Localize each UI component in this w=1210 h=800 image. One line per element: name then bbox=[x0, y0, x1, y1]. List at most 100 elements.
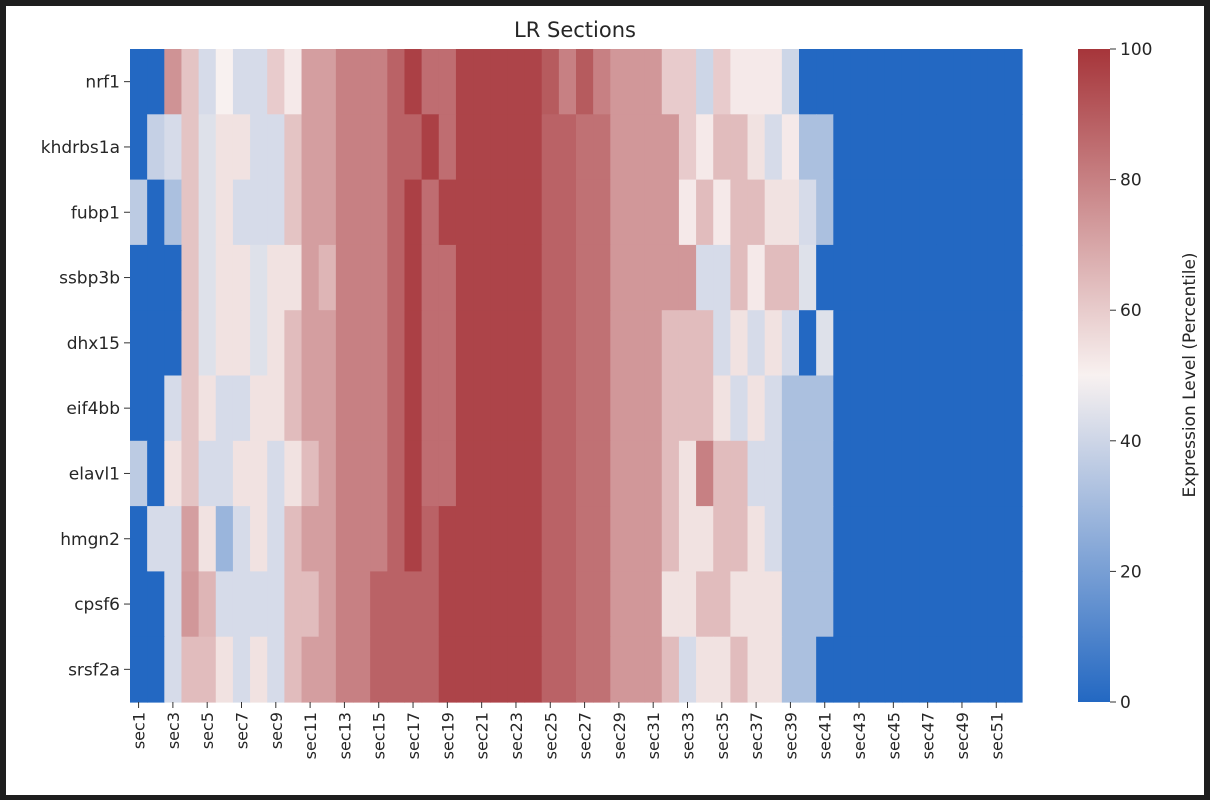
heatmap-cell bbox=[661, 571, 680, 638]
heatmap-cell bbox=[799, 571, 817, 638]
heatmap-cell bbox=[644, 440, 663, 507]
heatmap-cell bbox=[335, 179, 354, 246]
colorbar-tick-label: 20 bbox=[1120, 562, 1142, 582]
heatmap-cell bbox=[644, 179, 663, 246]
heatmap-cell bbox=[318, 244, 337, 311]
heatmap-cell bbox=[438, 114, 457, 181]
heatmap-cell bbox=[867, 310, 886, 377]
heatmap-cell bbox=[781, 114, 800, 181]
x-tick-label: sec3 bbox=[164, 712, 183, 749]
heatmap-cell bbox=[215, 244, 234, 311]
heatmap-cell bbox=[610, 310, 629, 377]
heatmap-cell bbox=[421, 440, 440, 507]
heatmap-cell bbox=[473, 636, 491, 703]
heatmap-cell bbox=[215, 506, 234, 572]
heatmap-cell bbox=[593, 636, 611, 703]
y-axis: nrf1 khdrbs1a fubp1 ssbp3b dhx15 eif4bb elavl1… bbox=[41, 73, 130, 680]
heatmap-cell bbox=[919, 114, 937, 181]
heatmap-cell bbox=[987, 179, 1006, 246]
heatmap-cell bbox=[644, 114, 663, 181]
heatmap-cell bbox=[661, 636, 680, 703]
heatmap-cell bbox=[713, 375, 731, 442]
heatmap-cell bbox=[593, 506, 611, 572]
heatmap-cell bbox=[473, 244, 491, 311]
heatmap-cell bbox=[198, 506, 217, 572]
heatmap-cell bbox=[370, 636, 388, 703]
heatmap-cell bbox=[353, 506, 371, 572]
heatmap-cell bbox=[593, 49, 611, 115]
heatmap-cell bbox=[284, 114, 303, 181]
heatmap-cell bbox=[610, 244, 629, 311]
heatmap-cell bbox=[901, 244, 920, 311]
heatmap-cell bbox=[678, 375, 697, 442]
heatmap-cell bbox=[850, 49, 869, 115]
heatmap-cell bbox=[696, 114, 714, 181]
heatmap-cell bbox=[764, 310, 783, 377]
heatmap-cell bbox=[593, 179, 611, 246]
heatmap-cell bbox=[730, 440, 749, 507]
heatmap-cell bbox=[284, 636, 303, 703]
heatmap-cell bbox=[284, 375, 303, 442]
heatmap-cell bbox=[181, 114, 200, 181]
heatmap-cell bbox=[816, 114, 834, 181]
heatmap-cell bbox=[335, 571, 354, 638]
heatmap-cell bbox=[284, 440, 303, 507]
heatmap-cell bbox=[747, 310, 766, 377]
heatmap-cell bbox=[884, 310, 903, 377]
heatmap-cell bbox=[901, 310, 920, 377]
heatmap-cell bbox=[696, 571, 714, 638]
heatmap-cell bbox=[267, 636, 285, 703]
heatmap-cell bbox=[678, 179, 697, 246]
heatmap-cell bbox=[130, 244, 148, 311]
heatmap-cell bbox=[610, 571, 629, 638]
y-tick-label: ssbp3b bbox=[59, 269, 120, 289]
colorbar-tick-label: 80 bbox=[1120, 171, 1142, 191]
heatmap-cell bbox=[747, 440, 766, 507]
heatmap-cell bbox=[301, 506, 320, 572]
heatmap-cell bbox=[730, 375, 749, 442]
heatmap-cell bbox=[713, 506, 731, 572]
heatmap-cell bbox=[953, 375, 972, 442]
heatmap-cell bbox=[250, 244, 268, 311]
heatmap-cell bbox=[421, 571, 440, 638]
heatmap-cell bbox=[970, 440, 989, 507]
heatmap-cell bbox=[816, 49, 834, 115]
heatmap-cell bbox=[713, 310, 731, 377]
heatmap-cell bbox=[198, 440, 217, 507]
heatmap-cell bbox=[284, 571, 303, 638]
heatmap-cell bbox=[318, 114, 337, 181]
heatmap-cell bbox=[833, 571, 852, 638]
heatmap-cell bbox=[387, 440, 406, 507]
heatmap-cell bbox=[713, 244, 731, 311]
heatmap-cell bbox=[232, 440, 251, 507]
heatmap-cell bbox=[353, 375, 371, 442]
heatmap-cell bbox=[232, 244, 251, 311]
heatmap-cell bbox=[250, 571, 268, 638]
heatmap-cell bbox=[576, 636, 594, 703]
heatmap-cell bbox=[164, 179, 183, 246]
heatmap-cell bbox=[267, 571, 285, 638]
heatmap-cell bbox=[130, 506, 148, 572]
heatmap-cell bbox=[764, 49, 783, 115]
heatmap-cell bbox=[507, 244, 526, 311]
heatmap-cell bbox=[816, 310, 834, 377]
heatmap-cell bbox=[232, 375, 251, 442]
heatmap-cell bbox=[318, 49, 337, 115]
heatmap-cell bbox=[764, 571, 783, 638]
heatmap-cell bbox=[730, 310, 749, 377]
heatmap-cell bbox=[267, 310, 285, 377]
heatmap-cell bbox=[387, 636, 406, 703]
heatmap-cell bbox=[867, 571, 886, 638]
heatmap-cell bbox=[558, 636, 577, 703]
heatmap-cell bbox=[438, 244, 457, 311]
heatmap-cell bbox=[576, 506, 594, 572]
heatmap-cell bbox=[644, 571, 663, 638]
heatmap-cell bbox=[147, 114, 165, 181]
heatmap-cell bbox=[901, 636, 920, 703]
heatmap-cell bbox=[164, 506, 183, 572]
heatmap-cell bbox=[524, 375, 543, 442]
y-tick-label: dhx15 bbox=[67, 334, 120, 354]
y-tick-label: fubp1 bbox=[71, 203, 120, 223]
heatmap-cell bbox=[764, 244, 783, 311]
heatmap-cell bbox=[987, 506, 1006, 572]
